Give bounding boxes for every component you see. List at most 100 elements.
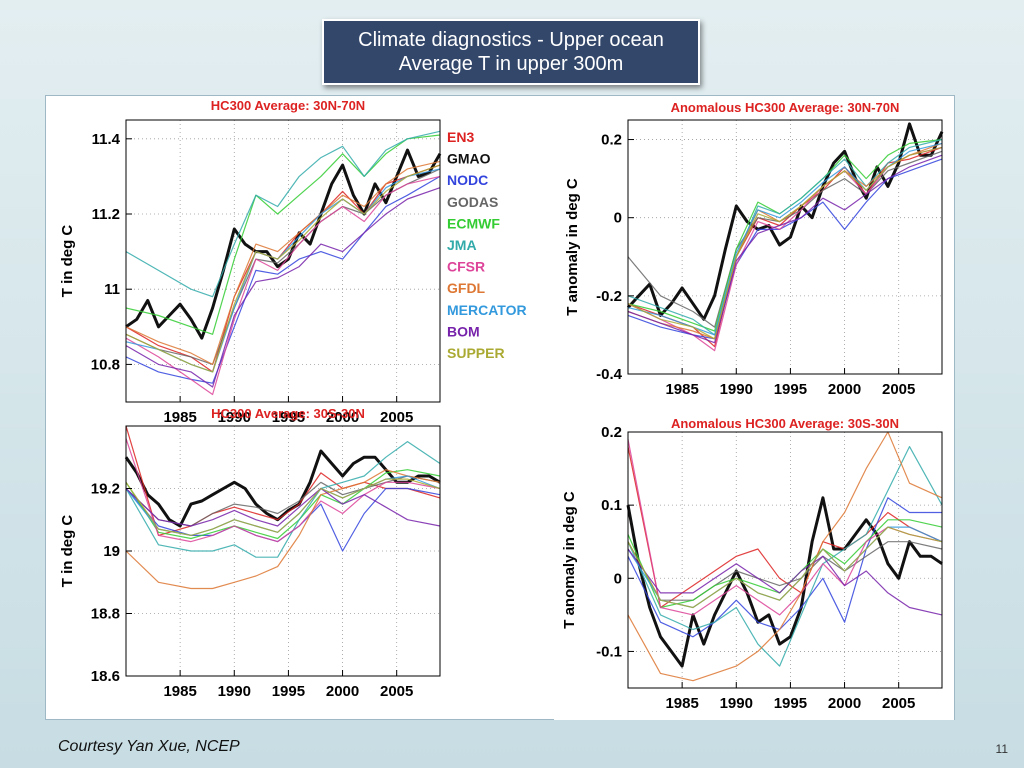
series-line-en3 bbox=[627, 446, 943, 609]
x-tick-label: 1985 bbox=[163, 683, 196, 700]
series-line-jma bbox=[125, 441, 441, 558]
y-axis-label: T anomaly in deg C bbox=[564, 178, 581, 316]
x-tick-label: 1990 bbox=[720, 695, 753, 712]
legend-item-jma: JMA bbox=[447, 237, 477, 253]
chart-title: HC300 Average: 30S-30N bbox=[211, 406, 365, 421]
slide-title: Climate diagnostics - Upper ocean Averag… bbox=[322, 19, 700, 85]
x-tick-label: 1995 bbox=[774, 695, 807, 712]
x-tick-label: 2000 bbox=[326, 409, 359, 426]
series-line-gmao bbox=[124, 449, 441, 528]
series-line-gmao bbox=[626, 496, 943, 668]
x-tick-label: 1985 bbox=[665, 695, 698, 712]
series-line-ecmwf bbox=[125, 469, 441, 540]
series-line-jma bbox=[627, 138, 943, 336]
y-tick-label: 19.2 bbox=[91, 481, 120, 498]
y-tick-label: 11.4 bbox=[92, 131, 121, 148]
legend-item-cfsr: CFSR bbox=[447, 259, 485, 275]
x-tick-label: 2005 bbox=[380, 409, 413, 426]
legend-item-ecmwf: ECMWF bbox=[447, 215, 500, 231]
series-line-jma bbox=[125, 130, 441, 298]
legend-item-godas: GODAS bbox=[447, 194, 498, 210]
series-line-cfsr bbox=[125, 175, 441, 396]
series-line-nodc bbox=[125, 175, 441, 384]
y-axis-label: T anomaly in deg C bbox=[561, 491, 578, 629]
y-tick-label: -0.1 bbox=[596, 643, 622, 660]
x-tick-label: 1990 bbox=[720, 381, 753, 398]
series-line-nodc bbox=[627, 497, 942, 638]
legend-item-bom: BOM bbox=[447, 323, 480, 339]
y-tick-label: 0 bbox=[614, 210, 622, 227]
series-line-gfdl bbox=[125, 469, 441, 590]
y-tick-label: 11.2 bbox=[92, 206, 120, 223]
y-tick-label: -0.2 bbox=[596, 288, 622, 305]
series-line-en3 bbox=[125, 164, 441, 373]
legend-item-mercator: MERCATOR bbox=[447, 302, 527, 318]
series-line-nodc bbox=[627, 158, 943, 340]
series-line-gfdl bbox=[125, 160, 441, 365]
y-tick-label: 18.8 bbox=[91, 606, 120, 623]
series-line-bom bbox=[627, 154, 943, 344]
legend-item-gfdl: GFDL bbox=[447, 280, 486, 296]
series-line-gmao bbox=[626, 122, 944, 321]
plot-frame bbox=[125, 119, 441, 403]
series-line-supper bbox=[125, 478, 441, 537]
y-axis-label: T in deg C bbox=[59, 515, 76, 588]
series-line-supper bbox=[627, 146, 943, 340]
x-tick-label: 2005 bbox=[882, 381, 915, 398]
legend-item-gmao: GMAO bbox=[447, 151, 491, 167]
x-tick-label: 2005 bbox=[380, 683, 413, 700]
legend: EN3 GMAO NODC GODAS ECMWF JMA CFSR GFDL MERCATOR… bbox=[447, 129, 527, 361]
series-line-bom bbox=[125, 187, 441, 388]
plot-frame bbox=[627, 431, 943, 689]
series-line-supper bbox=[125, 164, 441, 373]
series-line-bom bbox=[627, 548, 943, 616]
series-line-ecmwf bbox=[125, 134, 441, 335]
x-tick-label: 1985 bbox=[163, 409, 196, 426]
y-tick-label: 11 bbox=[104, 281, 120, 298]
footer-credit: Courtesy Yan Xue, NCEP bbox=[58, 738, 240, 755]
plot-frame bbox=[627, 119, 943, 375]
y-tick-label: -0.4 bbox=[596, 366, 623, 383]
series-line-gfdl bbox=[627, 431, 943, 682]
chart-title: Anomalous HC300 Average: 30N-70N bbox=[671, 100, 900, 115]
series-line-jma bbox=[627, 446, 943, 667]
series-line-cfsr bbox=[627, 439, 943, 616]
x-tick-label: 1990 bbox=[218, 683, 251, 700]
chart-4-background bbox=[554, 410, 954, 720]
x-tick-label: 1995 bbox=[272, 683, 305, 700]
y-tick-label: 0.2 bbox=[601, 424, 622, 441]
y-tick-label: 0.2 bbox=[601, 132, 622, 149]
y-tick-label: 0 bbox=[614, 570, 622, 587]
x-tick-label: 2000 bbox=[326, 683, 359, 700]
x-tick-label: 2000 bbox=[828, 695, 861, 712]
y-tick-label: 19 bbox=[103, 543, 120, 560]
series-line-bom bbox=[125, 487, 441, 527]
x-tick-label: 1985 bbox=[665, 381, 698, 398]
chart-1-background bbox=[46, 118, 554, 402]
x-tick-label: 1990 bbox=[218, 409, 251, 426]
slide-title-line-1: Climate diagnostics - Upper ocean bbox=[358, 29, 664, 51]
y-tick-label: 18.6 bbox=[91, 668, 120, 685]
series-line-godas bbox=[125, 168, 441, 365]
y-axis-label: T in deg C bbox=[59, 225, 76, 298]
series-line-godas bbox=[627, 150, 943, 328]
chart-title: Anomalous HC300 Average: 30S-30N bbox=[671, 416, 899, 431]
legend-item-nodc: NODC bbox=[447, 172, 488, 188]
y-tick-label: 0.1 bbox=[601, 497, 622, 514]
chart-title: HC300 Average: 30N-70N bbox=[211, 98, 365, 113]
x-tick-label: 1995 bbox=[774, 381, 807, 398]
y-tick-label: 10.8 bbox=[91, 356, 120, 373]
x-tick-label: 1995 bbox=[272, 409, 305, 426]
series-line-gmao bbox=[125, 148, 442, 340]
series-line-cfsr bbox=[125, 438, 441, 543]
series-line-supper bbox=[627, 526, 943, 609]
slide-title-line-2: Average T in upper 300m bbox=[398, 53, 624, 75]
chart-4: Anomalous HC300 Average: 30S-30N T anomal… bbox=[561, 416, 943, 712]
legend-item-en3: EN3 bbox=[447, 129, 474, 145]
chart-3: HC300 Average: 30S-30N T in deg C 1985 1990… bbox=[59, 406, 441, 700]
chart-2: Anomalous HC300 Average: 30N-70N T anomal… bbox=[564, 100, 944, 398]
page-number: 11 bbox=[995, 742, 1008, 756]
x-tick-label: 2005 bbox=[882, 695, 915, 712]
x-tick-label: 2000 bbox=[828, 381, 861, 398]
